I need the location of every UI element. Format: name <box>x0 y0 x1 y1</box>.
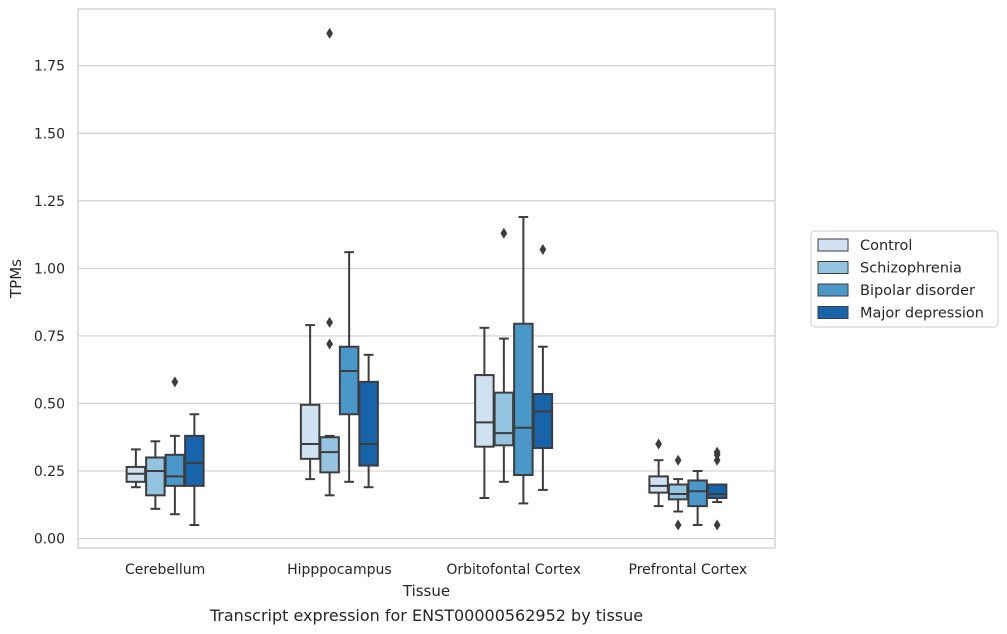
box-iqr <box>145 456 166 497</box>
outlier-point <box>326 27 334 39</box>
box-iqr <box>338 345 360 416</box>
box-iqr <box>667 483 689 501</box>
box-plot <box>338 251 360 483</box>
outlier-point <box>539 243 547 255</box>
box-plot <box>184 413 205 527</box>
x-axis-title: Tissue <box>402 582 450 600</box>
box-plot <box>299 324 321 481</box>
outlier-point <box>713 519 721 531</box>
box-iqr <box>164 453 186 487</box>
legend-swatch <box>817 306 849 319</box>
box-iqr <box>648 475 669 494</box>
box-plot <box>493 227 515 483</box>
y-axis-title: TPMs <box>7 259 25 299</box>
box-plot <box>513 216 534 505</box>
legend-swatch <box>817 261 849 274</box>
box-iqr <box>493 391 515 447</box>
series-bipolar-disorder <box>164 216 708 527</box>
box-iqr <box>184 434 205 487</box>
box-series <box>125 27 728 531</box>
y-tick-label: 1.00 <box>34 261 65 277</box>
series-major-depression <box>184 243 728 531</box>
box-iqr <box>706 483 728 500</box>
box-plot <box>687 470 708 527</box>
box-plot <box>164 376 186 516</box>
outlier-point <box>674 454 682 466</box>
outlier-point <box>326 316 334 328</box>
y-tick-label: 0.50 <box>34 396 65 412</box>
legend-swatch <box>817 238 849 252</box>
box-plot <box>145 440 166 510</box>
box-iqr <box>299 403 321 460</box>
outlier-point <box>713 446 721 458</box>
box-iqr <box>513 322 534 477</box>
x-tick-labels: Cerebellum Hipppocampus Orbitofontal Corte… <box>125 562 747 578</box>
legend-frame <box>810 230 999 328</box>
box-plot <box>648 438 669 508</box>
y-tick-label: 1.25 <box>34 194 65 210</box>
box-plot <box>319 27 340 497</box>
box-iqr <box>687 479 708 508</box>
y-tick-label: 1.75 <box>34 59 65 75</box>
plot-frame <box>77 8 776 549</box>
box-iqr <box>474 374 495 448</box>
x-tick-label: Hipppocampus <box>287 562 392 578</box>
legend-label: Schizophrenia <box>860 261 962 277</box>
outlier-point <box>500 227 508 239</box>
x-tick-label: Prefrontal Cortex <box>629 562 748 578</box>
box-plot <box>125 448 147 489</box>
series-control <box>125 324 669 508</box>
y-tick-label: 0.00 <box>34 532 65 548</box>
chart-caption: Transcript expression for ENST0000056295… <box>209 606 643 625</box>
x-tick-label: Orbitofontal Cortex <box>446 562 581 578</box>
box-plot <box>667 454 689 531</box>
legend-label: Control <box>860 238 912 254</box>
x-tick-label: Cerebellum <box>125 562 205 578</box>
box-iqr <box>319 436 340 474</box>
outlier-point <box>674 519 682 531</box>
y-tick-label: 1.50 <box>34 126 65 142</box>
outlier-point <box>655 438 663 450</box>
box-plot <box>532 243 554 491</box>
box-plot <box>706 446 728 531</box>
legend: Control Schizophrenia Bipolar disorder Majo… <box>810 230 999 328</box>
series-schizophrenia <box>145 27 689 531</box>
legend-label: Bipolar disorder <box>860 283 975 299</box>
box-iqr <box>532 393 554 450</box>
outlier-point <box>326 338 334 350</box>
legend-swatch <box>817 283 849 297</box>
outlier-point <box>171 376 179 388</box>
legend-label: Major depression <box>860 306 984 322</box>
y-tick-label: 0.25 <box>34 464 65 480</box>
box-iqr <box>358 380 379 467</box>
box-plot <box>358 353 379 489</box>
y-tick-labels: 0.00 0.25 0.50 0.75 1.00 1.25 1.50 1.75 <box>34 59 65 548</box>
y-tick-label: 0.75 <box>34 329 65 345</box>
box-plot <box>474 326 495 500</box>
